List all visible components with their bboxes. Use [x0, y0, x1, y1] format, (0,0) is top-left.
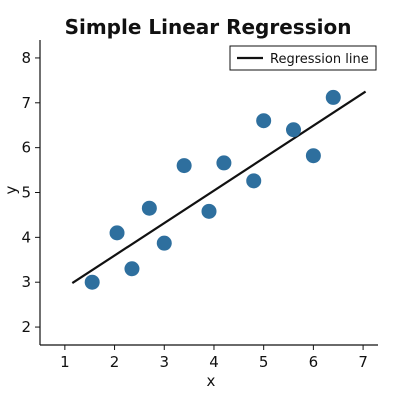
- y-axis-ticks: 2 3 4 5 6 7 8: [21, 49, 40, 336]
- y-tick-label: 8: [21, 49, 31, 67]
- axes: [39, 40, 378, 346]
- legend: Regression line: [229, 45, 377, 71]
- y-tick-label: 6: [21, 139, 31, 157]
- regression-line-group: [71, 90, 367, 285]
- y-tick-label: 3: [21, 273, 31, 291]
- data-point: [176, 158, 192, 174]
- data-point: [246, 173, 262, 189]
- data-point: [286, 122, 301, 138]
- data-point: [84, 274, 100, 290]
- data-point: [305, 148, 321, 164]
- x-tick-label: 7: [358, 353, 368, 371]
- y-tick-label: 7: [21, 94, 31, 112]
- chart-title: Simple Linear Regression: [65, 15, 352, 39]
- data-points: [84, 89, 341, 290]
- x-tick-label: 4: [209, 353, 219, 371]
- data-point: [141, 200, 157, 216]
- y-axis-label: y: [2, 185, 20, 194]
- x-tick-label: 3: [159, 353, 169, 371]
- x-tick-label: 1: [60, 353, 70, 371]
- x-axis-label: x: [207, 372, 216, 390]
- data-point: [109, 225, 125, 241]
- data-point: [124, 261, 140, 277]
- data-point: [325, 89, 341, 105]
- x-tick-label: 5: [259, 353, 269, 371]
- y-tick-label: 4: [21, 228, 31, 246]
- y-tick-label: 2: [21, 318, 31, 336]
- data-point: [201, 203, 217, 219]
- x-tick-label: 6: [309, 353, 319, 371]
- data-point: [216, 155, 232, 171]
- data-point: [156, 235, 172, 251]
- x-tick-label: 2: [110, 353, 120, 371]
- x-axis-ticks: 1 2 3 4 5 6 7: [60, 345, 368, 371]
- legend-label-regression-line: Regression line: [270, 52, 369, 67]
- y-tick-label: 5: [21, 184, 31, 202]
- data-point: [256, 113, 272, 129]
- regression-line: [71, 90, 367, 285]
